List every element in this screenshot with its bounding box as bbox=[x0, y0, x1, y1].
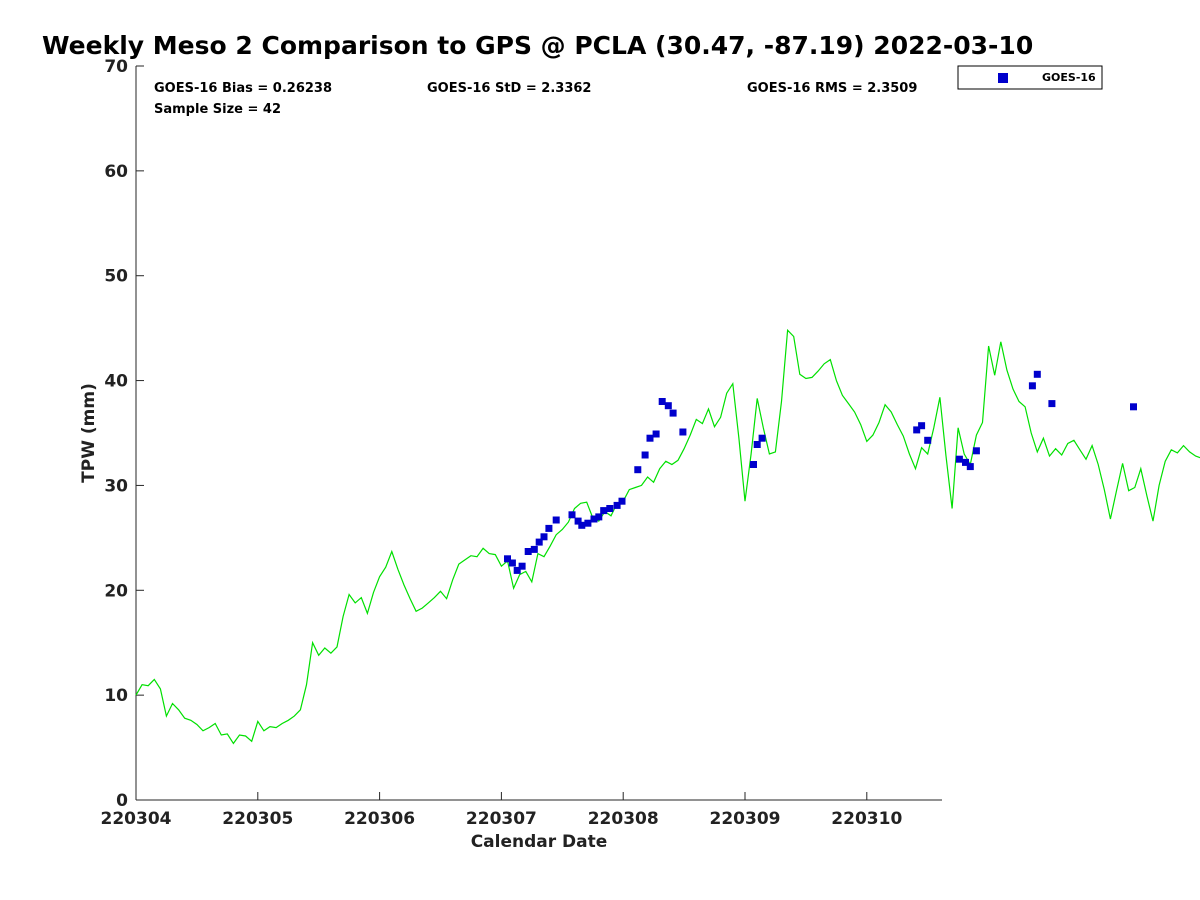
goes16-point bbox=[508, 559, 516, 567]
goes16-point bbox=[545, 524, 553, 532]
x-tick-label: 220306 bbox=[344, 809, 415, 829]
legend-label-goes16: GOES-16 bbox=[1042, 71, 1096, 84]
goes16-point bbox=[1130, 403, 1137, 411]
goes16-point bbox=[595, 513, 603, 521]
x-tick-label: 220310 bbox=[831, 809, 902, 829]
gps-series-line bbox=[135, 328, 1200, 745]
goes16-point bbox=[962, 458, 969, 466]
goes16-point bbox=[513, 566, 521, 574]
y-tick-label: 30 bbox=[104, 476, 128, 496]
std-stat: GOES-16 StD = 2.3362 bbox=[427, 81, 591, 96]
y-ticks: 0 10 20 30 40 50 60 70 bbox=[104, 57, 144, 811]
goes16-point bbox=[504, 555, 511, 563]
goes16-point bbox=[568, 511, 576, 519]
x-tick-label: 220305 bbox=[222, 809, 293, 829]
goes16-point bbox=[966, 463, 974, 471]
x-tick-label: 220304 bbox=[101, 809, 172, 829]
rms-stat: GOES-16 RMS = 2.3509 bbox=[747, 81, 917, 96]
goes16-point bbox=[750, 461, 757, 468]
x-tick-label: 220307 bbox=[466, 809, 537, 829]
goes16-point bbox=[552, 516, 560, 524]
goes16-point bbox=[518, 562, 526, 570]
goes16-point bbox=[535, 538, 543, 546]
goes16-point bbox=[753, 441, 761, 448]
x-tick-label: 220309 bbox=[710, 809, 781, 829]
y-tick-label: 60 bbox=[104, 162, 128, 182]
goes16-point bbox=[658, 398, 666, 405]
y-tick-label: 40 bbox=[104, 372, 128, 392]
goes16-point bbox=[578, 521, 586, 529]
y-axis-label: TPW (mm) bbox=[79, 383, 99, 483]
legend-box bbox=[957, 65, 1103, 90]
x-axis-label: Calendar Date bbox=[471, 832, 608, 852]
goes16-point bbox=[618, 497, 626, 505]
bias-stat: GOES-16 Bias = 0.26238 bbox=[154, 81, 332, 96]
goes16-point bbox=[924, 436, 932, 444]
y-tick-label: 20 bbox=[104, 581, 128, 601]
goes16-point bbox=[1028, 382, 1036, 390]
x-ticks: 220304 220305 220306 220307 220308 220309 2203… bbox=[101, 792, 902, 829]
goes16-point bbox=[584, 519, 592, 527]
goes16-point bbox=[664, 402, 672, 410]
goes16-point bbox=[1033, 370, 1041, 378]
y-tick-label: 50 bbox=[104, 267, 128, 287]
goes16-point bbox=[600, 507, 608, 515]
goes16-point bbox=[574, 517, 582, 525]
goes16-point bbox=[634, 466, 642, 474]
goes16-point bbox=[540, 533, 548, 541]
goes16-point bbox=[652, 430, 660, 438]
goes16-point bbox=[955, 455, 963, 463]
series-layer bbox=[135, 328, 1200, 745]
legend: GOES-16 bbox=[957, 65, 1103, 90]
y-tick-label: 70 bbox=[104, 57, 128, 77]
y-tick-label: 10 bbox=[104, 686, 128, 706]
goes16-point bbox=[669, 409, 677, 417]
chart-title: Weekly Meso 2 Comparison to GPS @ PCLA (… bbox=[42, 31, 1033, 60]
goes16-point bbox=[606, 505, 614, 512]
goes16-point bbox=[530, 545, 538, 553]
goes16-point bbox=[1048, 400, 1056, 408]
x-tick-label: 220308 bbox=[588, 809, 659, 829]
plot-area bbox=[136, 66, 942, 800]
goes16-point bbox=[646, 434, 654, 442]
legend-swatch-goes16 bbox=[998, 73, 1008, 83]
goes16-point bbox=[641, 451, 649, 459]
goes16-point bbox=[913, 426, 921, 434]
goes16-point bbox=[918, 422, 926, 430]
goes16-point bbox=[590, 515, 598, 523]
goes16-point bbox=[679, 428, 687, 436]
goes16-point bbox=[524, 548, 532, 555]
y-tick-label: 0 bbox=[116, 791, 128, 811]
goes16-point bbox=[972, 447, 980, 455]
sample-size-stat: Sample Size = 42 bbox=[154, 102, 281, 117]
goes16-point bbox=[758, 434, 766, 442]
goes16-point bbox=[613, 501, 621, 509]
